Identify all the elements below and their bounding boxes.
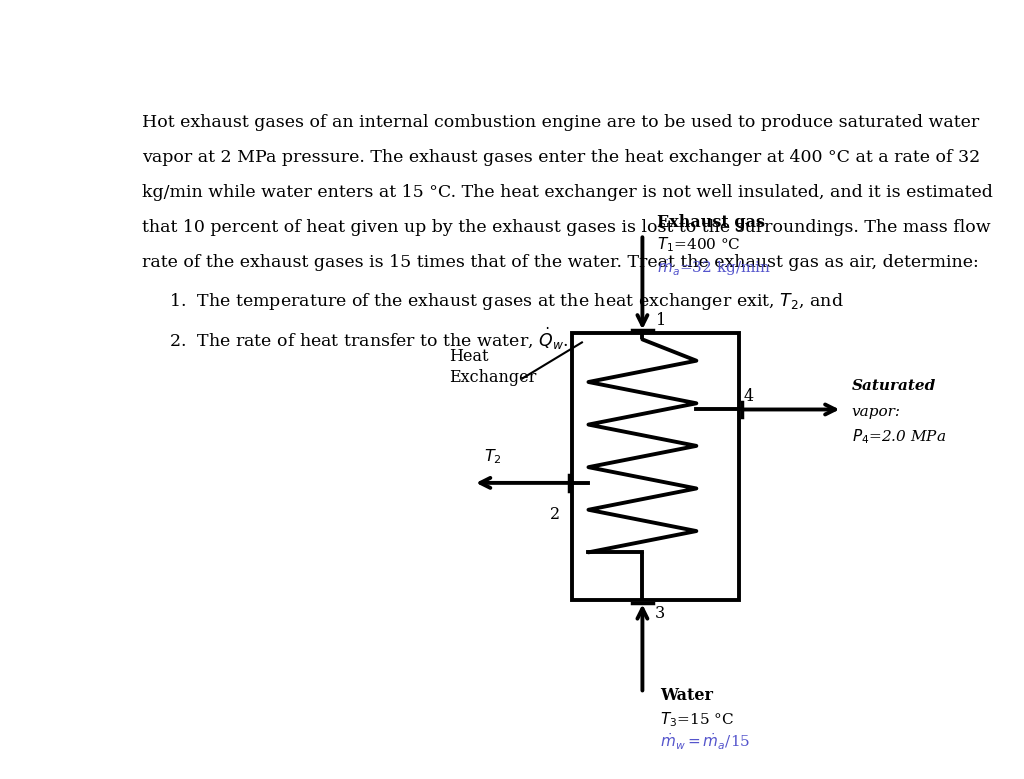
Text: 1.  The temperature of the exhaust gases at the heat exchanger exit, $T_2$, and: 1. The temperature of the exhaust gases … [169,291,844,312]
Text: $T_1$=400 °C: $T_1$=400 °C [656,235,740,254]
Text: 4: 4 [743,388,754,405]
Text: $T_2$: $T_2$ [484,447,502,466]
Text: Exhaust gas: Exhaust gas [656,214,765,231]
Text: Hot exhaust gases of an internal combustion engine are to be used to produce sat: Hot exhaust gases of an internal combust… [142,115,980,132]
Text: rate of the exhaust gases is 15 times that of the water. Treat the exhaust gas a: rate of the exhaust gases is 15 times th… [142,254,979,270]
Text: 3: 3 [654,605,665,622]
Text: vapor at 2 MPa pressure. The exhaust gases enter the heat exchanger at 400 °C at: vapor at 2 MPa pressure. The exhaust gas… [142,150,981,166]
Text: Saturated: Saturated [852,379,936,393]
Text: Heat
Exchanger: Heat Exchanger [450,348,537,386]
Text: $P_4$=2.0 MPa: $P_4$=2.0 MPa [852,428,946,446]
Text: $T_3$=15 °C: $T_3$=15 °C [659,710,734,729]
Text: Water: Water [659,687,713,704]
Text: that 10 percent of heat given up by the exhaust gases is lost to the surrounding: that 10 percent of heat given up by the … [142,219,991,236]
Text: 1: 1 [656,312,667,329]
Text: $\dot{m}_w= \dot{m}_a$/15: $\dot{m}_w= \dot{m}_a$/15 [659,731,751,752]
Text: vapor:: vapor: [852,404,901,418]
Text: 2: 2 [550,506,560,523]
Text: 2.  The rate of heat transfer to the water, $\dot{Q}_w$.: 2. The rate of heat transfer to the wate… [169,326,569,352]
Text: kg/min while water enters at 15 °C. The heat exchanger is not well insulated, an: kg/min while water enters at 15 °C. The … [142,184,993,201]
Text: $\dot{m}_a$=32 kg/min: $\dot{m}_a$=32 kg/min [656,257,771,278]
